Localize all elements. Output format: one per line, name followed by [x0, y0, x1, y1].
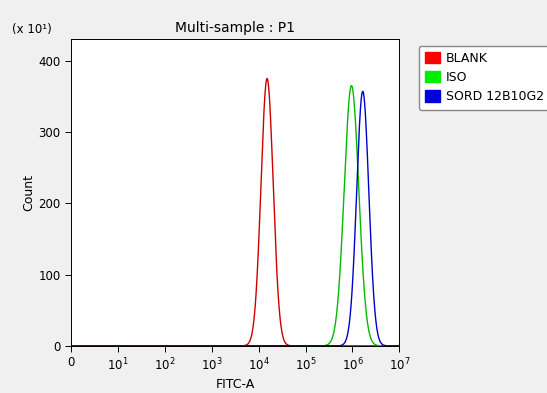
Title: Multi-sample : P1: Multi-sample : P1 [175, 21, 295, 35]
Text: (x 10¹): (x 10¹) [12, 23, 52, 36]
Legend: BLANK, ISO, SORD 12B10G2: BLANK, ISO, SORD 12B10G2 [418, 46, 547, 110]
X-axis label: FITC-A: FITC-A [216, 378, 255, 391]
Y-axis label: Count: Count [22, 174, 36, 211]
